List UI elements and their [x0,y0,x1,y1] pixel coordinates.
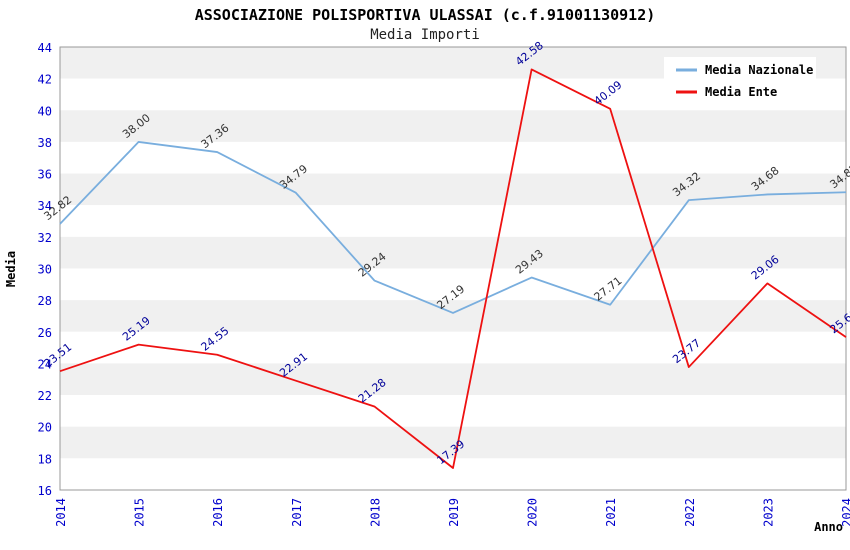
x-tick-label: 2015 [133,498,147,527]
grid-band [60,110,846,142]
x-tick-label: 2017 [290,498,304,527]
chart-subtitle: Media Importi [370,27,480,43]
series-line-media-nazionale [59,141,847,314]
grid-band [60,395,846,427]
y-tick-label: 28 [38,294,52,308]
y-tick-label: 40 [38,104,52,118]
y-tick-label: 18 [38,452,52,466]
x-tick-label: 2021 [604,498,618,527]
chart-title: ASSOCIAZIONE POLISPORTIVA ULASSAI (c.f.9… [194,6,656,24]
grid-band [60,331,846,364]
x-tick-label: 2023 [761,498,775,527]
y-axis-title: Media [4,251,18,287]
grid-band [60,236,846,269]
grid-band [60,205,846,237]
x-tick-label: 2022 [683,498,697,527]
y-tick-label: 26 [38,326,52,340]
x-tick-label: 2020 [526,498,540,527]
y-tick-label: 30 [38,263,52,277]
y-tick-label: 34 [38,199,52,213]
y-tick-label: 44 [38,41,52,55]
x-tick-label: 2019 [447,498,461,527]
grid-band [60,300,846,332]
y-tick-label: 22 [38,389,52,403]
series-line-media-ente [59,68,847,469]
y-tick-label: 36 [38,168,52,182]
legend-label: Media Nazionale [705,63,813,77]
grid-band [60,173,846,206]
grid-band [60,268,846,301]
x-axis-title: Anno [814,520,843,534]
plot-border [59,46,847,491]
legend-box [664,57,816,103]
y-tick-label: 38 [38,136,52,150]
legend-label: Media Ente [705,85,777,99]
x-tick-label: 2016 [211,498,225,527]
y-tick-label: 16 [38,484,52,498]
grid-band [60,458,846,490]
y-tick-label: 32 [38,231,52,245]
legend: Media Nazionale Media Ente [664,57,816,103]
y-tick-label: 20 [38,421,52,435]
grid-band [60,141,846,174]
grid-band [60,363,846,396]
y-tick-label: 42 [38,73,52,87]
x-tick-label: 2018 [368,498,382,527]
grid-band [60,426,846,459]
y-tick-label: 24 [38,357,52,371]
x-tick-label: 2014 [54,498,68,527]
x-tick-label: 2024 [840,498,850,527]
